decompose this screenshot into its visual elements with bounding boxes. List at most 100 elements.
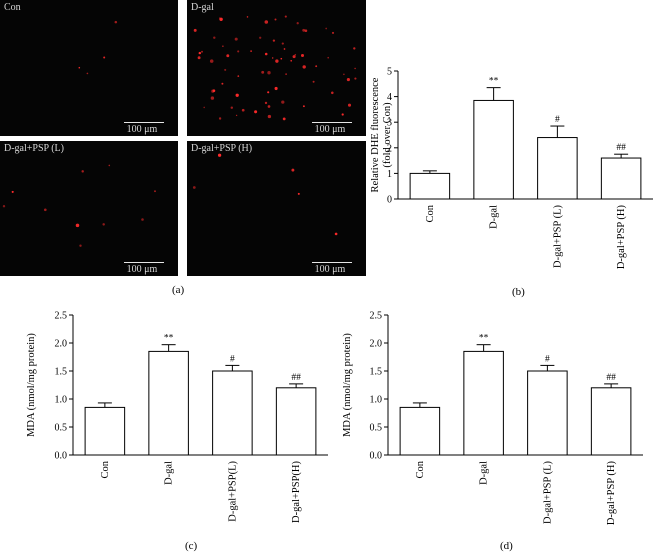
y-tick-label: 0.0 <box>55 451 68 462</box>
bar <box>527 370 568 456</box>
y-axis-label: MDA (nmol/mg protein) <box>342 333 353 437</box>
fluorescence-dot <box>275 59 279 63</box>
fluorescence-dot <box>334 232 338 236</box>
fluorescence-dot <box>280 57 283 60</box>
micrograph-label: D-gal+PSP (L) <box>4 143 64 154</box>
fluorescence-dot <box>221 82 224 85</box>
significance-label: # <box>230 354 235 364</box>
fluorescence-dot <box>250 50 252 52</box>
fluorescence-dot <box>302 28 306 32</box>
fluorescence-dots <box>192 153 338 236</box>
fluorescence-dot <box>218 117 222 120</box>
significance-label: ** <box>489 77 499 87</box>
fluorescence-dot <box>103 56 106 59</box>
y-tick-label: 2.5 <box>370 311 383 322</box>
fluorescence-dot <box>290 60 292 62</box>
fluorescence-dot <box>281 100 285 104</box>
panel-label-a: (a) <box>172 284 185 296</box>
fluorescence-dot <box>86 72 89 75</box>
fluorescence-dot <box>222 45 224 47</box>
y-tick-label: 2.5 <box>55 311 68 322</box>
fluorescence-dots <box>2 164 156 247</box>
scale-bar <box>312 122 352 123</box>
fluorescence-dot <box>261 70 265 74</box>
y-axis-label: MDA (nmol/mg protein) <box>26 333 37 437</box>
bar <box>148 350 189 456</box>
micrograph-label: D-gal+PSP (H) <box>191 143 253 154</box>
panel-label-d: (d) <box>500 540 513 552</box>
fluorescence-dot <box>2 205 6 208</box>
fluorescence-dot <box>259 36 262 39</box>
micrograph-label: Con <box>4 2 21 13</box>
significance-label: ## <box>291 373 301 383</box>
y-axis-label: Relative DHE fluorescence <box>370 77 381 192</box>
x-tick-label: D-gal+PSP (H) <box>616 205 627 270</box>
fluorescence-dot <box>267 71 271 75</box>
fluorescence-dot <box>198 51 202 55</box>
fluorescence-dot <box>264 52 268 56</box>
fluorescence-dot <box>235 93 239 97</box>
fluorescence-dot <box>11 190 14 193</box>
fluorescence-dot <box>237 50 240 53</box>
fluorescence-dot <box>264 20 269 24</box>
y-tick-label: 2.0 <box>55 339 68 350</box>
y-tick-label: 0.0 <box>370 451 383 462</box>
bar <box>212 370 253 456</box>
panel-label-c: (c) <box>185 540 198 552</box>
fluorescence-dot <box>246 16 249 18</box>
y-tick-label: 2.0 <box>370 339 383 350</box>
significance-label: # <box>555 115 560 125</box>
fluorescence-dot <box>267 91 270 94</box>
chart-mda-c: 0.0 0.5 1.0 1.5 2.0 2.5 MDA (nmol/mg protein) C… <box>26 311 328 523</box>
fluorescence-dot <box>141 218 144 221</box>
fluorescence-dot <box>254 110 258 114</box>
fluorescence-dots <box>78 20 118 75</box>
micrograph-dgal: D-gal 100 μm <box>187 0 366 136</box>
fluorescence-dot <box>264 101 268 105</box>
fluorescence-dot <box>292 55 296 59</box>
fluorescence-dot <box>209 59 214 63</box>
fluorescence-dot <box>312 80 315 83</box>
bar <box>409 172 451 200</box>
fluorescence-dot <box>108 164 111 167</box>
fluorescence-dot <box>341 113 344 116</box>
fluorescence-dot <box>193 28 197 32</box>
fluorescence-dot <box>226 54 230 58</box>
y-tick-label: 0 <box>387 195 392 206</box>
fluorescence-dot <box>347 103 352 107</box>
fluorescence-dot <box>296 22 299 25</box>
fluorescence-dot <box>43 208 47 212</box>
fluorescence-dot <box>230 106 234 109</box>
fluorescence-dot <box>302 105 305 108</box>
fluorescence-dot <box>237 75 240 77</box>
fluorescence-dot <box>219 17 221 19</box>
fluorescence-dot <box>197 56 201 60</box>
x-tick-label: Con <box>415 460 426 478</box>
bar <box>537 137 578 200</box>
significance-label: ** <box>479 334 489 344</box>
x-tick-label: D-gal <box>479 461 490 485</box>
x-tick-label: D-gal+PSP(H) <box>291 461 302 523</box>
fluorescence-dot <box>212 89 216 93</box>
y-tick-label: 1.0 <box>55 395 68 406</box>
bar <box>399 406 441 456</box>
y-tick-label: 1.5 <box>55 367 68 378</box>
fluorescence-dots <box>193 15 357 121</box>
y-tick-label: 1 <box>387 169 392 180</box>
y-tick-label: 3 <box>387 118 392 129</box>
x-tick-label: D-gal+PSP (L) <box>552 205 563 268</box>
scale-bar-label: 100 μm <box>314 124 346 135</box>
y-tick-label: 2 <box>387 143 392 154</box>
fluorescence-dot <box>272 39 276 42</box>
bar <box>473 99 514 200</box>
fluorescence-dot <box>234 37 238 41</box>
fluorescence-dot <box>302 65 306 69</box>
x-tick-label: D-gal <box>164 461 175 485</box>
fluorescence-dot <box>282 117 286 121</box>
y-tick-label: 0.5 <box>370 423 383 434</box>
micrograph-label: D-gal <box>191 2 214 13</box>
fluorescence-dot <box>114 20 118 24</box>
x-tick-label: D-gal+PSP (L) <box>542 461 553 524</box>
fluorescence-dot <box>274 18 277 21</box>
